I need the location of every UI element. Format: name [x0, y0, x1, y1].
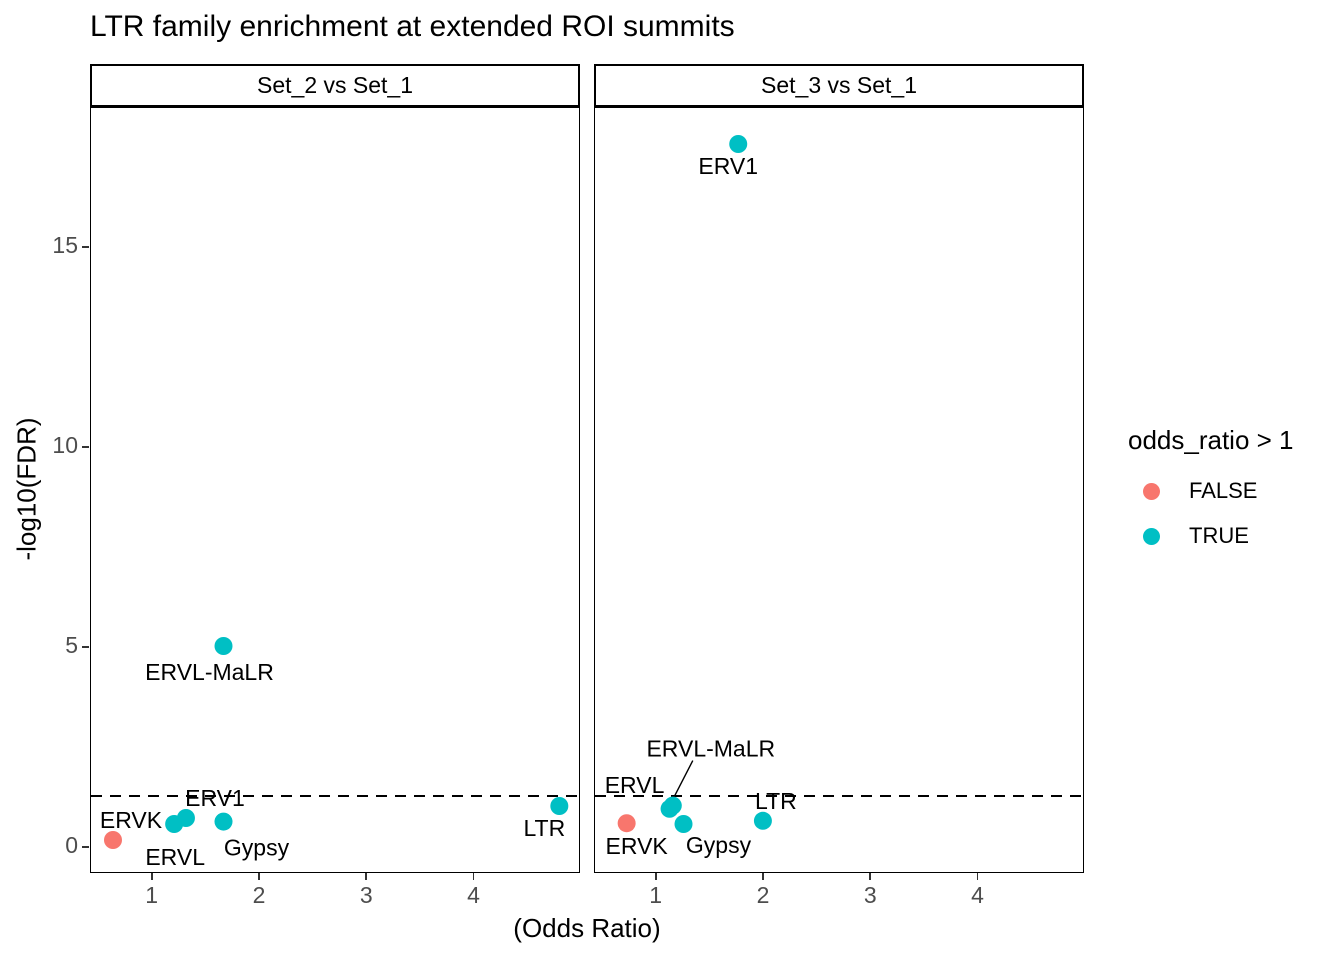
data-point-gypsy: [214, 812, 233, 831]
point-label-erv1: ERV1: [185, 785, 245, 811]
x-tick-mark: [976, 873, 979, 880]
point-label-ervl: ERVL: [605, 772, 665, 798]
data-point-ervl-malr: [214, 637, 233, 655]
data-point-ltr: [753, 811, 772, 830]
facet-strip-label: Set_3 vs Set_1: [761, 72, 917, 98]
x-tick-mark: [654, 873, 657, 880]
x-tick-label: 1: [649, 882, 663, 908]
point-label-gypsy: Gypsy: [224, 835, 290, 861]
facet-strip-set2-vs-set1: Set_2 vs Set_1: [90, 64, 580, 107]
data-point-erv1: [176, 809, 195, 827]
legend-item-false: FALSE: [1143, 478, 1257, 504]
x-tick-label: 4: [971, 882, 984, 908]
legend-swatch-false-icon: [1143, 482, 1160, 500]
x-tick-mark: [150, 873, 153, 880]
x-tick-mark: [472, 873, 475, 880]
x-tick-label: 2: [756, 882, 770, 908]
data-point-ervl-malr: [663, 796, 682, 815]
x-axis-title: (Odds Ratio): [513, 913, 661, 943]
y-tick-label: 10: [52, 432, 78, 459]
data-point-ltr: [550, 797, 569, 815]
data-point-ervk: [617, 814, 636, 833]
y-tick-mark: [82, 646, 89, 648]
facet-strip-set3-vs-set1: Set_3 vs Set_1: [594, 64, 1084, 107]
point-label-gypsy: Gypsy: [686, 832, 752, 858]
facet-panel-set2-vs-set1: ERVK ERVL ERV1 Gypsy ERVL-MaLR LTR: [90, 107, 581, 873]
x-tick-mark: [762, 873, 764, 880]
point-label-ervk: ERVK: [100, 807, 163, 833]
facet-plot-area: ERVK ERVL ERV1 Gypsy ERVL-MaLR LTR: [91, 637, 581, 870]
point-label-ervl-malr: ERVL-MaLR: [145, 659, 274, 685]
data-point-erv1: [729, 135, 748, 153]
legend-title: odds_ratio > 1: [1128, 425, 1294, 455]
point-label-ervk: ERVK: [606, 833, 669, 859]
x-tick-label: 1: [145, 882, 159, 908]
x-tick-label: 4: [467, 882, 480, 908]
point-label-erv1: ERV1: [698, 153, 758, 179]
legend-swatch-true-icon: [1143, 527, 1160, 545]
label-leader-line: [673, 760, 694, 798]
y-axis-title: -log10(FDR): [11, 417, 42, 561]
x-tick-label: 3: [863, 882, 877, 908]
y-tick-label: 5: [65, 632, 78, 659]
point-label-ltr: LTR: [523, 815, 565, 841]
point-label-ltr: LTR: [755, 788, 797, 814]
legend-item-true: TRUE: [1143, 523, 1249, 549]
x-tick-label: 3: [359, 882, 373, 908]
plot-title: LTR family enrichment at extended ROI su…: [90, 10, 735, 43]
y-tick-mark: [82, 846, 89, 848]
y-tick-label: 0: [65, 832, 78, 859]
legend-label-false: FALSE: [1189, 478, 1258, 503]
y-tick-mark: [82, 246, 89, 248]
data-point-ervk: [103, 831, 122, 849]
facet-panel-set3-vs-set1: ERV1 ERVL ERVL-MaLR ERVK Gypsy LTR: [594, 107, 1085, 873]
y-tick-label: 15: [52, 232, 78, 259]
y-tick-mark: [82, 446, 89, 448]
facet-strip-label: Set_2 vs Set_1: [257, 72, 413, 98]
x-tick-label: 2: [252, 882, 266, 908]
data-point-gypsy: [674, 815, 693, 833]
x-tick-mark: [869, 873, 872, 880]
x-tick-mark: [365, 873, 368, 880]
x-tick-mark: [258, 873, 260, 880]
point-label-ervl: ERVL: [145, 844, 205, 870]
point-label-ervl-malr: ERVL-MaLR: [646, 736, 775, 762]
legend-label-true: TRUE: [1189, 523, 1249, 548]
